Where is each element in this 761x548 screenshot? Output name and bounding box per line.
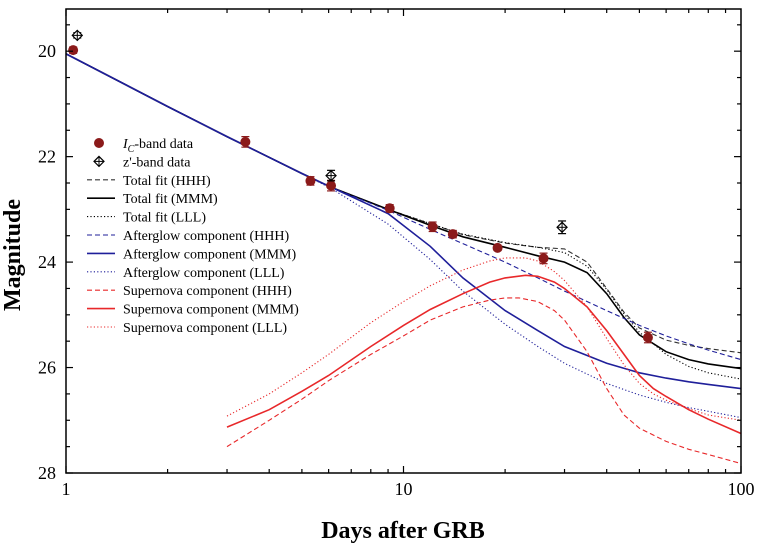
legend-item-total-fit-hhh: Total fit (HHH) (87, 174, 211, 189)
series-line-supernova-component-mmm (226, 274, 741, 435)
data-point-i-c-band-data (68, 45, 79, 56)
data-point-i-c-band-data (240, 136, 251, 148)
data-point-z-band-data (71, 29, 84, 42)
data-point-i-c-band-data (326, 179, 337, 192)
legend-item-total-fit-mmm: Total fit (MMM) (87, 192, 218, 207)
data-point-i-c-band-data (447, 229, 458, 240)
data-point-i-c-band-data (642, 331, 653, 344)
legend-label: Afterglow component (HHH) (123, 229, 289, 244)
plot-points (68, 29, 653, 344)
legend-item-afterglow-component-lll: Afterglow component (LLL) (87, 266, 285, 281)
data-point-i-c-band-data (427, 221, 438, 233)
plot-lines (66, 53, 741, 465)
y-tick-label: 20 (38, 41, 56, 61)
legend-item-supernova-component-lll: Supernova component (LLL) (87, 321, 287, 336)
data-point-z-band-data (325, 169, 337, 182)
y-axis-label: Magnitude (0, 199, 26, 311)
y-tick-label: 24 (38, 252, 56, 272)
legend-item-afterglow-component-mmm: Afterglow component (MMM) (87, 247, 296, 262)
legend-item-z-band-data: z'-band data (93, 155, 191, 170)
axis-ticks (65, 9, 742, 474)
legend-item-supernova-component-hhh: Supernova component (HHH) (87, 284, 292, 299)
data-point-i-c-band-data (384, 203, 395, 214)
series-line-afterglow-component-mmm (66, 53, 741, 390)
legend-item-supernova-component-mmm: Supernova component (MMM) (87, 303, 299, 318)
y-tick-label: 28 (38, 463, 56, 483)
legend-label: Total fit (LLL) (123, 211, 206, 226)
axis-labels: 1 10 100 20 22 24 26 28 (38, 41, 755, 499)
data-point-i-c-band-data (492, 242, 503, 253)
x-tick-label: 1 (62, 479, 71, 499)
data-point-z-band-data (556, 220, 568, 235)
legend-label: Supernova component (MMM) (123, 303, 299, 318)
legend-label: IC-band data (122, 137, 194, 155)
x-tick-label: 100 (728, 479, 755, 499)
legend-label: Afterglow component (MMM) (123, 247, 296, 262)
x-tick-label: 10 (395, 479, 413, 499)
y-tick-label: 26 (38, 358, 56, 378)
legend-label: Total fit (HHH) (123, 174, 211, 189)
legend-label: Total fit (MMM) (123, 192, 218, 207)
legend-label: z'-band data (123, 155, 191, 170)
legend-item-afterglow-component-hhh: Afterglow component (HHH) (87, 229, 289, 244)
series-line-supernova-component-hhh (226, 297, 741, 465)
legend-label: Supernova component (LLL) (123, 321, 287, 336)
x-axis-label: Days after GRB (321, 518, 485, 544)
data-point-i-c-band-data (538, 252, 549, 265)
data-point-i-c-band-data (305, 175, 316, 186)
legend-item-i-c-band-data: IC-band data (94, 137, 194, 155)
legend-label: Supernova component (HHH) (123, 284, 292, 299)
legend-item-total-fit-lll: Total fit (LLL) (87, 211, 206, 226)
series-line-supernova-component-lll (226, 257, 741, 421)
legend-label: Afterglow component (LLL) (123, 266, 285, 281)
y-tick-label: 22 (38, 147, 56, 167)
